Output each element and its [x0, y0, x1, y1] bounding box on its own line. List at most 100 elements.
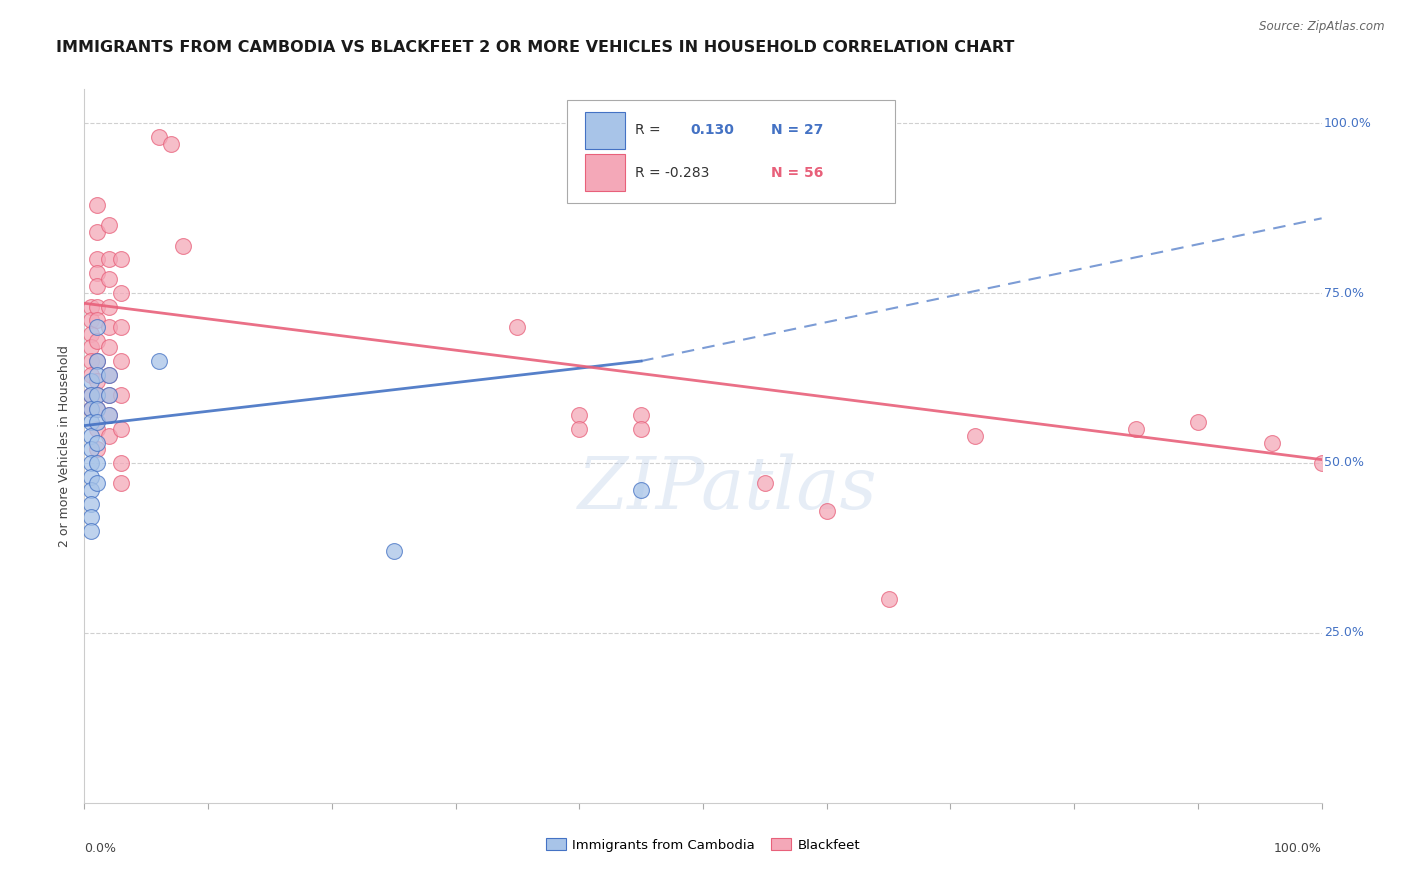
Point	[86, 368, 108, 382]
Text: 75.0%: 75.0%	[1324, 286, 1364, 300]
Text: R =: R =	[636, 123, 661, 137]
FancyBboxPatch shape	[585, 154, 626, 192]
Point	[98, 300, 121, 314]
Point	[86, 422, 108, 436]
Point	[382, 544, 405, 558]
Point	[568, 422, 591, 436]
Point	[79, 510, 101, 524]
Point	[86, 313, 108, 327]
Point	[98, 252, 121, 266]
Point	[630, 409, 652, 423]
Point	[86, 354, 108, 368]
Legend: Immigrants from Cambodia, Blackfeet: Immigrants from Cambodia, Blackfeet	[541, 833, 865, 857]
Point	[506, 320, 529, 334]
Point	[86, 252, 108, 266]
Text: 50.0%: 50.0%	[1324, 457, 1364, 469]
Point	[110, 456, 132, 470]
Point	[86, 415, 108, 429]
Point	[98, 341, 121, 355]
Point	[1125, 422, 1147, 436]
Point	[79, 375, 101, 389]
Point	[98, 409, 121, 423]
Point	[110, 354, 132, 368]
Point	[630, 422, 652, 436]
Point	[86, 354, 108, 368]
Point	[98, 218, 121, 232]
Point	[1187, 415, 1209, 429]
Text: N = 27: N = 27	[770, 123, 824, 137]
Point	[877, 591, 900, 606]
Point	[79, 388, 101, 402]
Point	[86, 225, 108, 239]
Point	[86, 456, 108, 470]
Point	[98, 429, 121, 443]
Text: ZIPatlas: ZIPatlas	[578, 453, 877, 524]
Point	[98, 320, 121, 334]
Point	[98, 272, 121, 286]
Point	[86, 401, 108, 416]
Point	[86, 442, 108, 457]
Point	[79, 300, 101, 314]
Point	[86, 320, 108, 334]
Point	[79, 326, 101, 341]
Point	[754, 476, 776, 491]
Point	[148, 129, 170, 144]
Point	[630, 483, 652, 498]
Point	[79, 388, 101, 402]
Point	[172, 238, 194, 252]
Point	[79, 341, 101, 355]
Point	[98, 368, 121, 382]
Point	[79, 497, 101, 511]
Point	[79, 524, 101, 538]
Text: 0.130: 0.130	[690, 123, 734, 137]
Point	[1261, 435, 1284, 450]
Point	[86, 279, 108, 293]
Text: 25.0%: 25.0%	[1324, 626, 1364, 640]
Point	[79, 401, 101, 416]
Point	[110, 476, 132, 491]
Point	[110, 320, 132, 334]
FancyBboxPatch shape	[585, 112, 626, 149]
Point	[815, 503, 838, 517]
Point	[86, 476, 108, 491]
Point	[160, 136, 183, 151]
Point	[98, 388, 121, 402]
Point	[1310, 456, 1333, 470]
Point	[86, 435, 108, 450]
Point	[110, 422, 132, 436]
Point	[86, 388, 108, 402]
Point	[110, 388, 132, 402]
Point	[86, 266, 108, 280]
Point	[86, 388, 108, 402]
Text: N = 56: N = 56	[770, 166, 824, 180]
Point	[110, 286, 132, 301]
Point	[110, 252, 132, 266]
Point	[148, 354, 170, 368]
Point	[79, 429, 101, 443]
Point	[965, 429, 987, 443]
Point	[79, 483, 101, 498]
Point	[98, 368, 121, 382]
Point	[86, 375, 108, 389]
Text: 0.0%: 0.0%	[84, 842, 117, 855]
Point	[86, 401, 108, 416]
Text: 100.0%: 100.0%	[1274, 842, 1322, 855]
Point	[98, 409, 121, 423]
Point	[86, 334, 108, 348]
Point	[79, 401, 101, 416]
Point	[79, 415, 101, 429]
Point	[79, 456, 101, 470]
Point	[86, 198, 108, 212]
Text: 100.0%: 100.0%	[1324, 117, 1372, 129]
Y-axis label: 2 or more Vehicles in Household: 2 or more Vehicles in Household	[58, 345, 72, 547]
Point	[79, 469, 101, 483]
Point	[79, 354, 101, 368]
Text: R = -0.283: R = -0.283	[636, 166, 709, 180]
Point	[79, 442, 101, 457]
Point	[98, 388, 121, 402]
Point	[568, 409, 591, 423]
Text: IMMIGRANTS FROM CAMBODIA VS BLACKFEET 2 OR MORE VEHICLES IN HOUSEHOLD CORRELATIO: IMMIGRANTS FROM CAMBODIA VS BLACKFEET 2 …	[56, 40, 1015, 55]
Point	[79, 368, 101, 382]
Point	[79, 313, 101, 327]
Text: Source: ZipAtlas.com: Source: ZipAtlas.com	[1260, 20, 1385, 33]
